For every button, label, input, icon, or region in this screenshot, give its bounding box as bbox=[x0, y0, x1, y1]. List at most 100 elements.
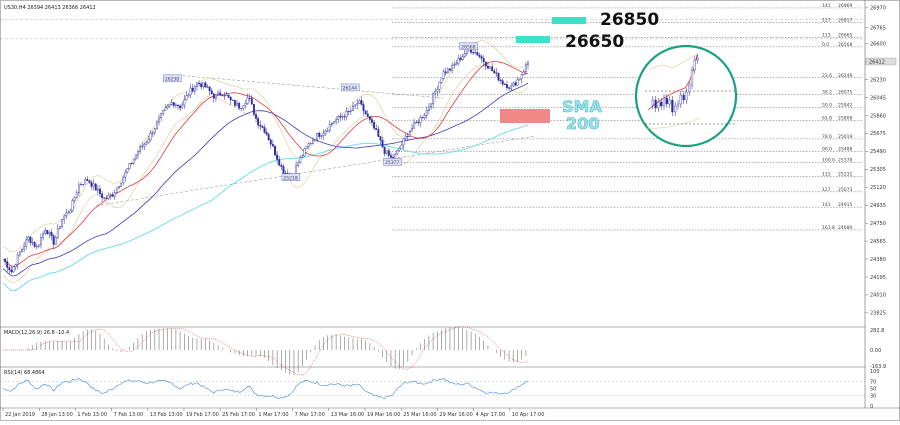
candle-body bbox=[512, 82, 515, 87]
candle-body bbox=[65, 212, 68, 217]
candle-body bbox=[415, 122, 418, 124]
candle-body bbox=[421, 117, 424, 119]
candle-body bbox=[208, 86, 211, 91]
candle-body bbox=[390, 155, 392, 158]
candle-body bbox=[196, 82, 198, 87]
candle-body bbox=[440, 78, 443, 83]
candle-body bbox=[219, 92, 222, 96]
candle-body bbox=[233, 100, 236, 106]
target-box-26650 bbox=[516, 36, 550, 43]
inset-candle-body bbox=[679, 94, 682, 105]
candle-body bbox=[168, 104, 171, 107]
candle-body bbox=[109, 194, 112, 196]
candle-body bbox=[107, 195, 110, 199]
inset-candle-body bbox=[654, 99, 657, 109]
inset-candle-body bbox=[676, 103, 680, 107]
candle-body bbox=[73, 197, 76, 201]
time-tick-label: 19 Mar 16:00 bbox=[367, 412, 400, 418]
inset-candle-body bbox=[651, 99, 654, 106]
symbol-header: US30,H4 26394 26413 26366 26412 bbox=[4, 5, 96, 11]
candle-body bbox=[54, 237, 57, 245]
candle-body bbox=[408, 131, 411, 137]
candle-body bbox=[69, 210, 72, 213]
candle-body bbox=[345, 111, 348, 118]
candle-body bbox=[141, 146, 144, 148]
candle-body bbox=[44, 230, 47, 234]
candle-body bbox=[434, 91, 437, 94]
candle-body bbox=[406, 135, 409, 137]
candle-body bbox=[516, 79, 519, 86]
rsi-tick-label: 30 bbox=[870, 393, 876, 399]
candle-body bbox=[259, 124, 262, 127]
candle-body bbox=[385, 150, 388, 154]
candle-body bbox=[67, 212, 70, 214]
candle-body bbox=[400, 144, 403, 149]
candle-body bbox=[505, 84, 508, 88]
candle-body bbox=[147, 139, 150, 143]
candle-body bbox=[137, 151, 139, 156]
candle-body bbox=[189, 87, 192, 96]
candle-body bbox=[463, 53, 466, 57]
candle-body bbox=[58, 226, 61, 229]
fib-price-label: 24680 bbox=[838, 225, 852, 231]
candle-body bbox=[75, 192, 78, 198]
candle-body bbox=[347, 111, 350, 113]
target-label-mid: 26650 bbox=[565, 32, 624, 52]
candle-body bbox=[318, 132, 321, 137]
candle-body bbox=[155, 121, 158, 129]
macd-signal-line bbox=[3, 326, 529, 376]
candle-body bbox=[520, 74, 523, 80]
candle-body bbox=[193, 86, 196, 92]
candle-body bbox=[215, 94, 217, 99]
inset-candle-body bbox=[671, 99, 674, 113]
price-tick-label: 24935 bbox=[870, 203, 886, 209]
price-tick-label: 24195 bbox=[870, 275, 886, 281]
candle-body bbox=[56, 228, 59, 238]
candle-body bbox=[126, 168, 129, 173]
candle-body bbox=[474, 52, 477, 54]
inset-candle-body bbox=[682, 94, 685, 101]
candle-body bbox=[508, 87, 510, 89]
candle-body bbox=[231, 99, 234, 101]
candle-body bbox=[217, 92, 219, 95]
candle-body bbox=[115, 187, 118, 194]
inset-candle-body bbox=[690, 69, 694, 86]
candle-body bbox=[166, 105, 169, 109]
fib-level-label: 141 bbox=[822, 202, 831, 208]
fib-level-label: 50.0 bbox=[822, 103, 832, 109]
time-tick-label: 1 Mar 17:00 bbox=[258, 412, 288, 418]
price-label-box bbox=[340, 83, 360, 92]
candle-body bbox=[444, 71, 447, 74]
sma-200-line bbox=[2, 124, 529, 292]
fib-price-label: 26665 bbox=[838, 32, 852, 38]
price-label-text: 26144 bbox=[343, 85, 357, 91]
candle-body bbox=[438, 82, 441, 90]
candle-body bbox=[295, 165, 298, 175]
candle-body bbox=[383, 147, 386, 154]
candlestick-series bbox=[4, 43, 529, 275]
inset-candle-body bbox=[660, 101, 663, 107]
fib-price-label: 25619 bbox=[838, 134, 852, 140]
time-tick-label: 10 Apr 17:00 bbox=[512, 412, 545, 418]
time-tick-label: 13 Feb 13:00 bbox=[150, 412, 183, 418]
inset-candle-body bbox=[693, 59, 696, 71]
candle-body bbox=[257, 118, 260, 126]
candle-body bbox=[280, 165, 283, 167]
fib-level-label: 23.6 bbox=[822, 73, 832, 79]
candle-body bbox=[333, 121, 335, 124]
candle-body bbox=[240, 107, 243, 109]
candle-body bbox=[425, 110, 428, 116]
candle-body bbox=[151, 132, 154, 134]
candle-body bbox=[343, 116, 346, 118]
candle-body bbox=[113, 192, 116, 197]
inset-candle-body bbox=[657, 101, 660, 109]
candle-body bbox=[252, 104, 255, 115]
candle-body bbox=[263, 127, 266, 133]
fib-price-label: 25942 bbox=[838, 103, 852, 109]
candle-body bbox=[371, 119, 373, 123]
candle-body bbox=[326, 130, 329, 132]
candle-body bbox=[375, 127, 378, 130]
candle-body bbox=[451, 65, 454, 71]
candle-body bbox=[212, 93, 215, 99]
candle-body bbox=[90, 182, 93, 187]
